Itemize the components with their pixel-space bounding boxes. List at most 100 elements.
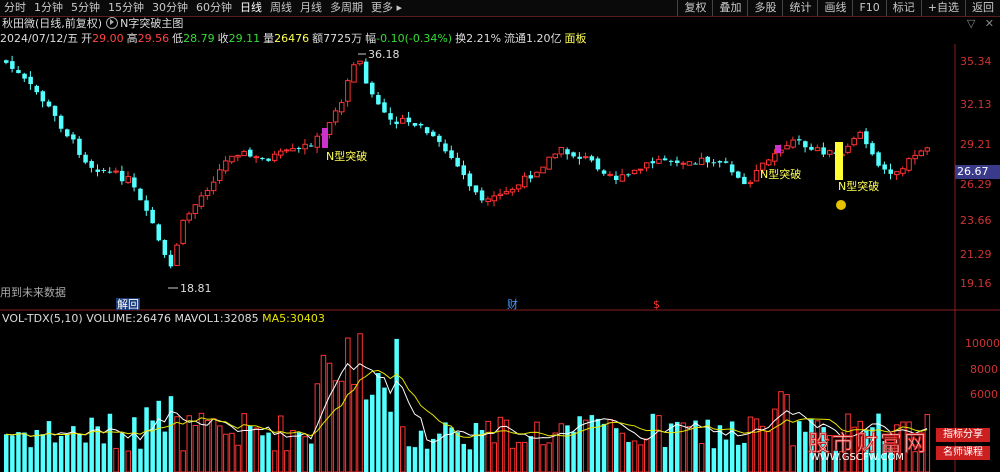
close-icon[interactable]: ✕ [984, 17, 994, 30]
candle [101, 170, 107, 172]
volume-bar [577, 416, 582, 472]
candle [198, 195, 205, 207]
candle [418, 123, 424, 126]
candle [271, 153, 278, 161]
volume-bar [766, 431, 772, 472]
panel-link[interactable]: 面板 [564, 32, 587, 45]
indicator-name[interactable]: VOL-TDX(5,10) [2, 312, 83, 325]
volume-bar [528, 436, 534, 472]
period-tab-5min[interactable]: 5分钟 [71, 1, 100, 14]
candle [485, 198, 491, 203]
volume-bar [168, 396, 174, 472]
volume-bar [637, 444, 644, 472]
watermark-tag-indicators: 指标分享 [936, 428, 990, 442]
candle [235, 154, 241, 158]
statistics-button[interactable]: 统计 [782, 0, 817, 16]
candle [479, 190, 485, 201]
float-shares-value: 流通1.20亿 [504, 32, 562, 45]
candle [204, 189, 211, 197]
candle [534, 171, 540, 178]
period-tab-weekly[interactable]: 周线 [270, 1, 292, 14]
volume-bar [888, 447, 893, 472]
candle [437, 135, 442, 142]
candle [394, 121, 399, 124]
candle [241, 151, 247, 157]
volume-bar [607, 419, 613, 472]
ma5-label: MA5: [262, 312, 290, 325]
multi-stock-button[interactable]: 多股 [747, 0, 782, 16]
price-tick: 23.66 [960, 214, 992, 227]
period-tab-more[interactable]: 更多 ▸ [371, 1, 403, 14]
candle [467, 173, 473, 187]
volume-bar [656, 415, 662, 472]
candle [461, 165, 466, 176]
volume-bar [424, 448, 430, 472]
candle [431, 131, 436, 137]
candle [766, 159, 772, 166]
candle [546, 156, 552, 170]
candle [882, 164, 887, 170]
period-tab-15min[interactable]: 15分钟 [108, 1, 144, 14]
period-tab-daily[interactable]: 日线 [240, 1, 262, 14]
candle [339, 102, 345, 113]
volume-bar [284, 450, 290, 472]
period-tab-intraday[interactable]: 分时 [4, 1, 26, 14]
change-value: -0.10(-0.34%) [376, 32, 453, 45]
candle [266, 158, 271, 161]
volume-bar [52, 442, 58, 472]
formula-name[interactable]: N字突破主图 [120, 17, 184, 30]
candle [40, 91, 46, 102]
volume-bar [473, 423, 479, 472]
candle [614, 175, 619, 181]
candle [491, 195, 497, 202]
volume-bar [894, 424, 900, 472]
volume-bar [467, 449, 473, 472]
back-button[interactable]: 返回 [965, 0, 1000, 16]
candle [711, 162, 717, 164]
f10-button[interactable]: F10 [852, 0, 885, 16]
volume-bar [229, 432, 235, 472]
draw-line-button[interactable]: 画线 [817, 0, 852, 16]
mavol1-label: MAVOL1: [174, 312, 224, 325]
candle [16, 70, 21, 74]
mark-button[interactable]: 标记 [885, 0, 921, 16]
period-tab-monthly[interactable]: 月线 [300, 1, 322, 14]
candle [595, 158, 601, 170]
volume-bar [595, 418, 601, 472]
play-circle-icon[interactable] [106, 17, 119, 29]
period-tab-multi[interactable]: 多周期 [330, 1, 363, 14]
period-tab-60min[interactable]: 60分钟 [196, 1, 232, 14]
volume-bar [900, 421, 906, 472]
volume-bar [332, 380, 339, 472]
restore-rights-button[interactable]: 复权 [677, 0, 712, 16]
volume-bar [717, 425, 723, 472]
coin-icon[interactable] [836, 200, 846, 210]
candle [180, 219, 186, 244]
restore-mark[interactable]: 解回 [117, 297, 139, 311]
volume-axis: 10000 8000 6000 [965, 337, 1000, 401]
candle [278, 150, 284, 156]
volume-bar [631, 440, 638, 472]
price-tick: 26.29 [960, 178, 992, 191]
volume-bar [918, 432, 924, 472]
candle [89, 161, 94, 168]
volume-bar [34, 429, 39, 472]
open-value: 29.00 [92, 32, 124, 45]
dividend-mark[interactable]: $ [653, 298, 660, 311]
high-price-label: 36.18 [368, 48, 400, 61]
collapse-icon[interactable]: ▽ [966, 17, 976, 30]
finance-mark[interactable]: 财 [507, 297, 518, 311]
volume-bar [382, 387, 387, 472]
overlay-button[interactable]: 叠加 [712, 0, 747, 16]
candle [186, 213, 192, 221]
price-tick: 21.29 [960, 248, 992, 261]
candle [132, 177, 137, 188]
stock-title[interactable]: 秋田微(日线,前复权) [2, 17, 103, 30]
add-watchlist-button[interactable]: +自选 [920, 0, 965, 16]
candle [619, 174, 626, 182]
period-tab-30min[interactable]: 30分钟 [152, 1, 188, 14]
candle [382, 102, 387, 113]
volume-bar [394, 338, 399, 472]
period-tab-1min[interactable]: 1分钟 [34, 1, 63, 14]
